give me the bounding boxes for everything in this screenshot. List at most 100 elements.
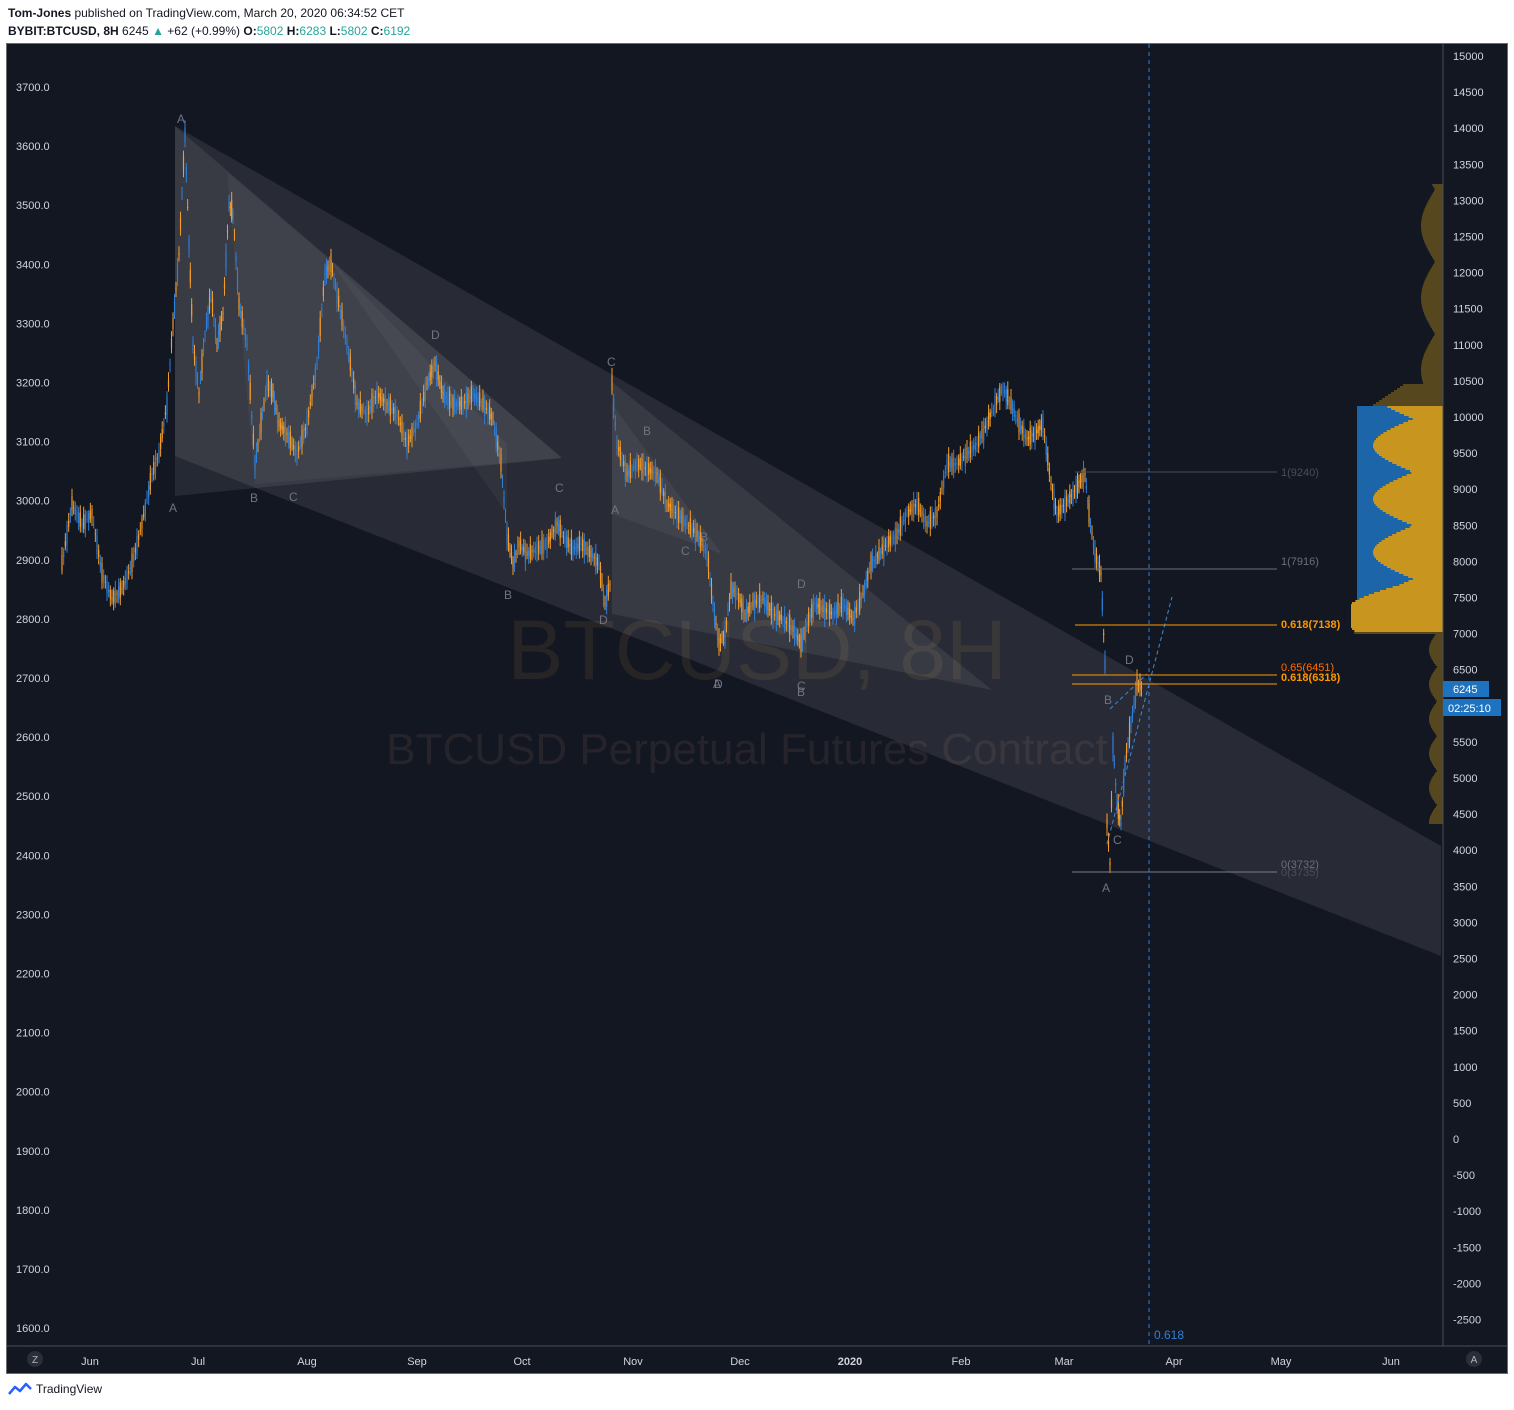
- candle-body: [88, 513, 90, 523]
- time-axis[interactable]: Jun Jul Aug Sep Oct Nov Dec 2020 Feb Mar Apr May Jun: [81, 1356, 1400, 1368]
- fib-retracement[interactable]: 1(9240) 1(7916) 0.618(7138) 0.65(6451) 0…: [1072, 467, 1341, 879]
- author-name[interactable]: Tom-Jones: [8, 6, 72, 20]
- candle-body: [273, 396, 276, 408]
- candle-body: [933, 515, 935, 519]
- chart-panel[interactable]: BTCUSD, 8H BTCUSD Perpetual Futures Cont…: [6, 43, 1508, 1374]
- candle-body: [73, 506, 75, 508]
- candle-body: [668, 503, 670, 508]
- triangle-pattern-4[interactable]: [612, 382, 992, 690]
- candle-body: [416, 422, 418, 426]
- z-button[interactable]: Z: [27, 1351, 43, 1367]
- candlestick-series[interactable]: [61, 120, 1143, 874]
- candle-body: [864, 582, 866, 595]
- candle-body: [291, 443, 293, 445]
- candle-body: [1084, 473, 1086, 475]
- volume-bar: [1382, 486, 1443, 488]
- candle-body: [61, 554, 63, 572]
- z-button-label: Z: [32, 1355, 38, 1366]
- candle-body: [89, 510, 91, 520]
- candle-body: [293, 444, 295, 450]
- candle-body: [99, 561, 101, 567]
- candle-body: [857, 603, 859, 611]
- candle-body: [710, 584, 713, 598]
- candle-body: [750, 605, 752, 607]
- high-label: H:: [286, 24, 300, 38]
- right-axis-tick: 5000: [1453, 773, 1477, 785]
- volume-bar: [1435, 698, 1443, 700]
- candle-body: [348, 352, 350, 356]
- volume-bar: [1359, 598, 1443, 600]
- candle-body: [475, 394, 477, 402]
- candle-body: [543, 539, 545, 554]
- volume-bar: [1423, 284, 1443, 286]
- falling-channel[interactable]: [175, 126, 1441, 956]
- wave-label: A: [611, 503, 619, 517]
- candle-body: [904, 512, 906, 524]
- candle-body: [804, 623, 807, 636]
- volume-bar: [1435, 768, 1443, 770]
- candle-body: [1047, 453, 1049, 466]
- tradingview-footer[interactable]: TradingView: [8, 1382, 102, 1396]
- candle-body: [366, 407, 368, 422]
- volume-bar: [1433, 186, 1443, 188]
- volume-bar: [1433, 706, 1443, 708]
- candle-body: [583, 539, 585, 557]
- candle-body: [449, 390, 451, 409]
- chart-canvas[interactable]: BTCUSD, 8H BTCUSD Perpetual Futures Cont…: [7, 44, 1507, 1373]
- candle-body: [747, 606, 749, 613]
- volume-bar: [1435, 664, 1443, 666]
- left-axis-tick: 1700.0: [16, 1264, 50, 1276]
- candle-body: [442, 391, 444, 396]
- volume-bar: [1434, 808, 1443, 810]
- candle-body: [654, 466, 656, 482]
- wave-label: B: [700, 530, 708, 544]
- candle-body: [170, 338, 173, 349]
- volume-bar: [1430, 254, 1443, 256]
- candle-body: [485, 408, 487, 410]
- candle-body: [526, 551, 528, 556]
- candle-body: [698, 536, 700, 539]
- candle-body: [725, 620, 728, 625]
- symbol-legend: BYBIT:BTCUSD, 8H 6245 ▲ +62 (+0.99%) O:5…: [8, 22, 410, 40]
- right-price-axis[interactable]: 1500014500140001350013000125001200011500…: [1453, 51, 1484, 1327]
- candle-body: [997, 396, 999, 400]
- right-axis-tick: 12000: [1453, 268, 1484, 280]
- candle-body: [891, 537, 893, 541]
- candle-body: [1016, 418, 1018, 423]
- candle-body: [693, 527, 695, 533]
- candle-body: [989, 412, 991, 419]
- candle-body: [696, 530, 698, 537]
- left-axis-tick: 1800.0: [16, 1205, 50, 1217]
- volume-bar: [1429, 252, 1443, 254]
- volume-bar: [1435, 668, 1443, 670]
- auto-scale-button[interactable]: A: [1466, 1351, 1482, 1367]
- candle-body: [428, 378, 430, 382]
- left-price-axis[interactable]: 3700.0 3600.0 3500.0 3400.0 3300.0 3200.0 3100…: [16, 82, 50, 1335]
- candle-body: [593, 557, 595, 559]
- candle-body: [659, 473, 661, 493]
- candle-body: [561, 532, 563, 534]
- candle-body: [797, 635, 799, 641]
- volume-bar: [1394, 390, 1443, 392]
- last-price-tag: [1443, 681, 1489, 697]
- volume-bar: [1430, 326, 1443, 328]
- tradingview-logo-icon: [8, 1382, 32, 1395]
- wave-labels: A A B C D A B C D C B A C B D B D C D A …: [169, 112, 1134, 895]
- triangle-pattern-3[interactable]: [327, 256, 507, 514]
- candle-body: [516, 544, 519, 556]
- candle-body: [504, 515, 507, 518]
- candle-body: [232, 212, 234, 217]
- volume-profile[interactable]: [1351, 184, 1443, 824]
- candle-body: [199, 378, 202, 380]
- candle-body: [691, 526, 693, 533]
- rising-wedge-lines[interactable]: [1106, 596, 1173, 845]
- candle-body: [139, 529, 141, 532]
- symbol-name[interactable]: BYBIT:BTCUSD, 8H: [8, 24, 119, 38]
- volume-bar: [1429, 818, 1443, 820]
- candle-body: [263, 403, 265, 405]
- volume-bar: [1431, 778, 1443, 780]
- triangle-pattern-5[interactable]: [612, 404, 722, 554]
- candle-body: [769, 608, 771, 610]
- time-fib-label: 0.618: [1154, 1328, 1184, 1342]
- candle-body: [1005, 389, 1007, 402]
